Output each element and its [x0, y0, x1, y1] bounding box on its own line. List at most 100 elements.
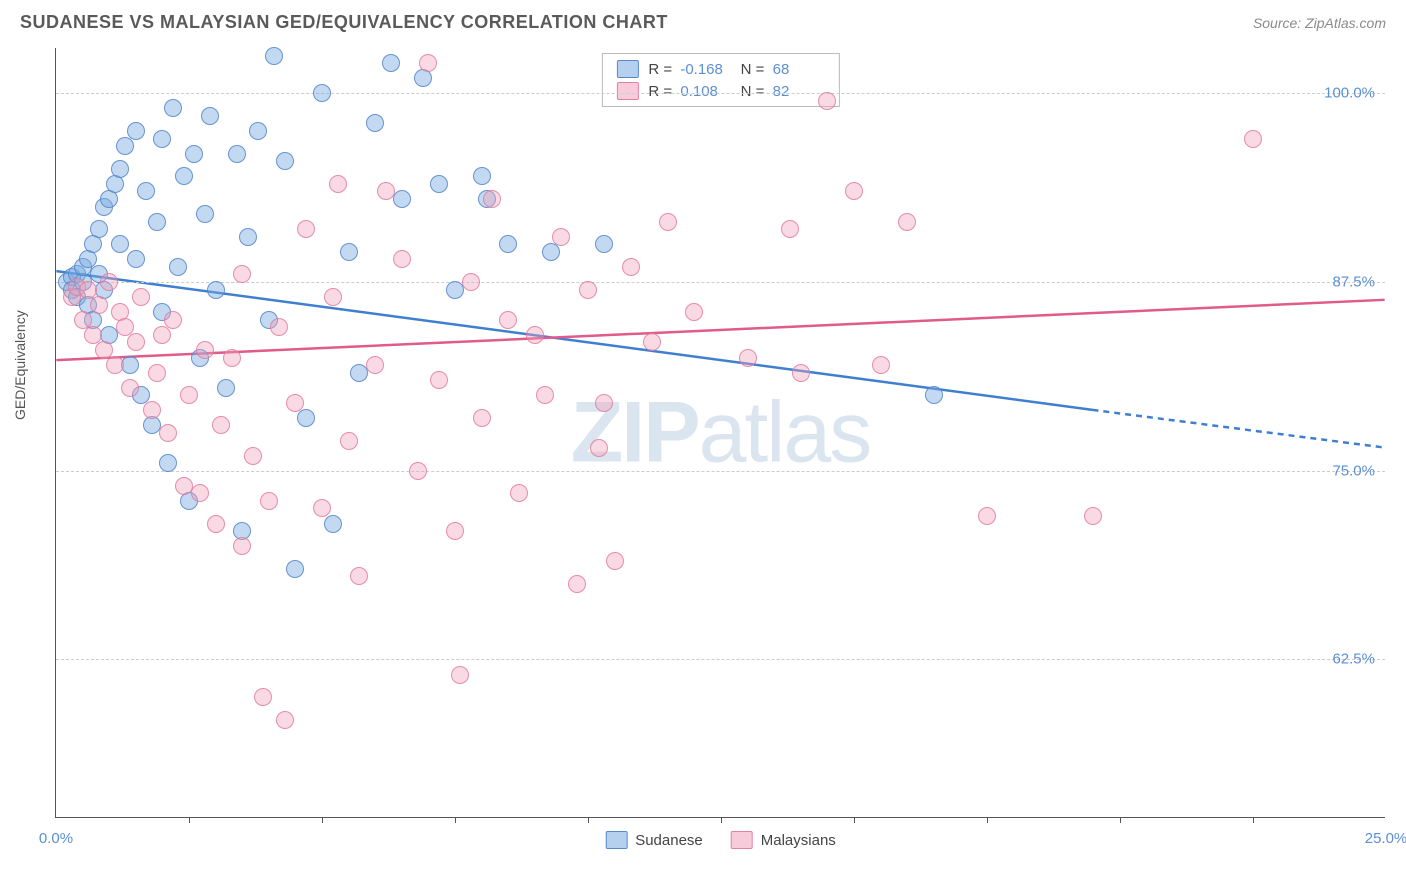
data-point [180, 386, 198, 404]
data-point [872, 356, 890, 374]
source-attribution: Source: ZipAtlas.com [1253, 15, 1386, 31]
data-point [446, 522, 464, 540]
data-point [153, 130, 171, 148]
data-point [207, 515, 225, 533]
x-tick-label: 0.0% [39, 830, 73, 847]
data-point [111, 160, 129, 178]
data-point [643, 333, 661, 351]
x-tick [588, 817, 589, 823]
x-tick [1120, 817, 1121, 823]
y-tick-label: 62.5% [1332, 651, 1375, 668]
data-point [313, 499, 331, 517]
legend-item: Malaysians [731, 831, 836, 849]
data-point [366, 114, 384, 132]
data-point [148, 364, 166, 382]
data-point [462, 273, 480, 291]
data-point [595, 235, 613, 253]
data-point [132, 288, 150, 306]
data-point [127, 333, 145, 351]
data-point [845, 182, 863, 200]
data-point [526, 326, 544, 344]
y-axis-label: GED/Equivalency [12, 310, 28, 420]
data-point [818, 92, 836, 110]
data-point [90, 220, 108, 238]
data-point [898, 213, 916, 231]
data-point [606, 552, 624, 570]
x-tick [322, 817, 323, 823]
data-point [116, 137, 134, 155]
x-tick [987, 817, 988, 823]
data-point [499, 311, 517, 329]
data-point [313, 84, 331, 102]
data-point [217, 379, 235, 397]
data-point [254, 688, 272, 706]
data-point [483, 190, 501, 208]
data-point [568, 575, 586, 593]
data-point [579, 281, 597, 299]
correlation-legend: R = -0.168 N = 68 R = 0.108 N = 82 [601, 53, 839, 107]
x-tick [854, 817, 855, 823]
x-tick [455, 817, 456, 823]
data-point [90, 296, 108, 314]
data-point [223, 349, 241, 367]
data-point [366, 356, 384, 374]
data-point [191, 484, 209, 502]
data-point [792, 364, 810, 382]
data-point [127, 122, 145, 140]
data-point [451, 666, 469, 684]
data-point [249, 122, 267, 140]
x-tick [189, 817, 190, 823]
x-tick-label: 25.0% [1365, 830, 1406, 847]
legend-swatch [616, 60, 638, 78]
data-point [382, 54, 400, 72]
trendline [56, 300, 1384, 360]
data-point [127, 250, 145, 268]
data-point [201, 107, 219, 125]
x-tick [721, 817, 722, 823]
legend-swatch [616, 82, 638, 100]
data-point [196, 205, 214, 223]
data-point [622, 258, 640, 276]
data-point [239, 228, 257, 246]
data-point [121, 356, 139, 374]
data-point [781, 220, 799, 238]
data-point [473, 409, 491, 427]
data-point [286, 394, 304, 412]
data-point [270, 318, 288, 336]
data-point [164, 311, 182, 329]
data-point [542, 243, 560, 261]
data-point [430, 371, 448, 389]
data-point [419, 54, 437, 72]
data-point [121, 379, 139, 397]
data-point [276, 152, 294, 170]
data-point [329, 175, 347, 193]
data-point [297, 220, 315, 238]
data-point [473, 167, 491, 185]
legend-item: Sudanese [605, 831, 703, 849]
data-point [510, 484, 528, 502]
y-tick-label: 100.0% [1324, 85, 1375, 102]
legend-stats: R = -0.168 N = 68 [648, 61, 824, 78]
data-point [212, 416, 230, 434]
data-point [350, 567, 368, 585]
data-point [159, 424, 177, 442]
chart-title: SUDANESE VS MALAYSIAN GED/EQUIVALENCY CO… [20, 12, 668, 33]
data-point [207, 281, 225, 299]
chart-plot-area: ZIPatlas R = -0.168 N = 68R = 0.108 N = … [55, 48, 1385, 818]
data-point [659, 213, 677, 231]
legend-label: Sudanese [635, 832, 703, 849]
data-point [1084, 507, 1102, 525]
data-point [393, 190, 411, 208]
data-point [324, 288, 342, 306]
data-point [685, 303, 703, 321]
data-point [297, 409, 315, 427]
data-point [286, 560, 304, 578]
gridline [56, 93, 1385, 94]
data-point [233, 265, 251, 283]
data-point [324, 515, 342, 533]
data-point [739, 349, 757, 367]
legend-stats: R = 0.108 N = 82 [648, 83, 824, 100]
data-point [233, 537, 251, 555]
legend-swatch [731, 831, 753, 849]
data-point [409, 462, 427, 480]
